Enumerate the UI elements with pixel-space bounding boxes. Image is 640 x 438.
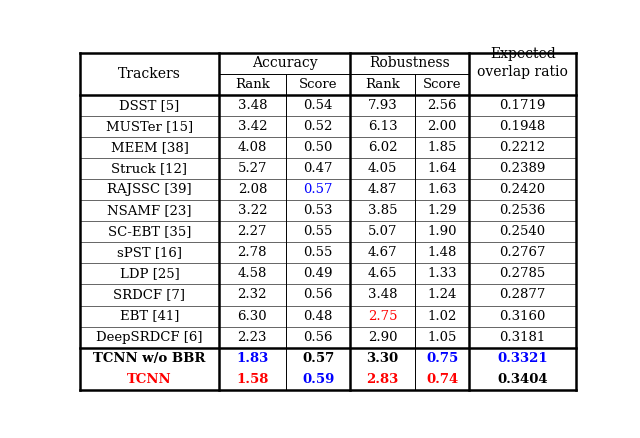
Text: 6.30: 6.30 bbox=[237, 310, 267, 322]
Text: Score: Score bbox=[299, 78, 337, 91]
Text: 3.30: 3.30 bbox=[367, 352, 399, 365]
Text: 2.00: 2.00 bbox=[428, 120, 457, 133]
Text: 0.2212: 0.2212 bbox=[500, 141, 546, 154]
Text: sPST [16]: sPST [16] bbox=[117, 246, 182, 259]
Text: 0.56: 0.56 bbox=[303, 331, 333, 344]
Text: EBT [41]: EBT [41] bbox=[120, 310, 179, 322]
Text: 2.90: 2.90 bbox=[368, 331, 397, 344]
Text: 1.33: 1.33 bbox=[428, 267, 457, 280]
Text: 1.29: 1.29 bbox=[428, 204, 457, 217]
Text: 2.08: 2.08 bbox=[237, 183, 267, 196]
Text: 1.05: 1.05 bbox=[428, 331, 457, 344]
Text: 2.27: 2.27 bbox=[237, 225, 267, 238]
Text: 1.85: 1.85 bbox=[428, 141, 457, 154]
Text: TCNN w/o BBR: TCNN w/o BBR bbox=[93, 352, 205, 365]
Text: 0.55: 0.55 bbox=[303, 246, 333, 259]
Text: NSAMF [23]: NSAMF [23] bbox=[107, 204, 192, 217]
Text: Rank: Rank bbox=[235, 78, 270, 91]
Text: Robustness: Robustness bbox=[369, 56, 450, 70]
Text: 0.1719: 0.1719 bbox=[499, 99, 546, 112]
Text: Expected
overlap ratio: Expected overlap ratio bbox=[477, 47, 568, 79]
Text: 3.42: 3.42 bbox=[237, 120, 267, 133]
Text: 0.48: 0.48 bbox=[303, 310, 333, 322]
Text: 0.74: 0.74 bbox=[426, 373, 458, 386]
Text: 0.3321: 0.3321 bbox=[497, 352, 548, 365]
Text: 0.50: 0.50 bbox=[303, 141, 333, 154]
Text: 1.58: 1.58 bbox=[236, 373, 269, 386]
Text: 5.07: 5.07 bbox=[368, 225, 397, 238]
Text: 2.78: 2.78 bbox=[237, 246, 267, 259]
Text: 0.3181: 0.3181 bbox=[500, 331, 546, 344]
Text: 2.32: 2.32 bbox=[237, 289, 267, 301]
Text: 0.75: 0.75 bbox=[426, 352, 458, 365]
Text: 0.53: 0.53 bbox=[303, 204, 333, 217]
Text: 4.05: 4.05 bbox=[368, 162, 397, 175]
Text: 3.48: 3.48 bbox=[237, 99, 267, 112]
Text: 6.13: 6.13 bbox=[368, 120, 397, 133]
Text: Score: Score bbox=[423, 78, 461, 91]
Text: TCNN: TCNN bbox=[127, 373, 172, 386]
Text: Trackers: Trackers bbox=[118, 67, 181, 81]
Text: 6.02: 6.02 bbox=[368, 141, 397, 154]
Text: 5.27: 5.27 bbox=[237, 162, 267, 175]
Text: 4.65: 4.65 bbox=[368, 267, 397, 280]
Text: 0.57: 0.57 bbox=[302, 352, 334, 365]
Text: SRDCF [7]: SRDCF [7] bbox=[113, 289, 186, 301]
Text: 0.2389: 0.2389 bbox=[499, 162, 546, 175]
Text: 3.48: 3.48 bbox=[368, 289, 397, 301]
Text: 3.85: 3.85 bbox=[368, 204, 397, 217]
Text: 0.49: 0.49 bbox=[303, 267, 333, 280]
Text: 0.57: 0.57 bbox=[303, 183, 333, 196]
Text: 4.58: 4.58 bbox=[237, 267, 267, 280]
Text: Accuracy: Accuracy bbox=[252, 56, 317, 70]
Text: 0.2540: 0.2540 bbox=[500, 225, 546, 238]
Text: 0.56: 0.56 bbox=[303, 289, 333, 301]
Text: 1.90: 1.90 bbox=[428, 225, 457, 238]
Text: 2.23: 2.23 bbox=[237, 331, 267, 344]
Text: 0.52: 0.52 bbox=[303, 120, 333, 133]
Text: 0.2877: 0.2877 bbox=[499, 289, 546, 301]
Text: 1.02: 1.02 bbox=[428, 310, 457, 322]
Text: RAJSSC [39]: RAJSSC [39] bbox=[107, 183, 192, 196]
Text: 1.48: 1.48 bbox=[428, 246, 457, 259]
Text: 1.24: 1.24 bbox=[428, 289, 457, 301]
Text: 2.56: 2.56 bbox=[428, 99, 457, 112]
Text: 2.75: 2.75 bbox=[368, 310, 397, 322]
Text: MUSTer [15]: MUSTer [15] bbox=[106, 120, 193, 133]
Text: 7.93: 7.93 bbox=[368, 99, 397, 112]
Text: 3.22: 3.22 bbox=[237, 204, 267, 217]
Text: 4.08: 4.08 bbox=[237, 141, 267, 154]
Text: 2.83: 2.83 bbox=[367, 373, 399, 386]
Text: 1.83: 1.83 bbox=[236, 352, 269, 365]
Text: 0.2420: 0.2420 bbox=[500, 183, 546, 196]
Text: 0.2536: 0.2536 bbox=[499, 204, 546, 217]
Text: 0.47: 0.47 bbox=[303, 162, 333, 175]
Text: 0.3160: 0.3160 bbox=[499, 310, 546, 322]
Text: 0.54: 0.54 bbox=[303, 99, 333, 112]
Text: 0.2785: 0.2785 bbox=[500, 267, 546, 280]
Text: Struck [12]: Struck [12] bbox=[111, 162, 188, 175]
Text: 0.1948: 0.1948 bbox=[500, 120, 546, 133]
Text: 4.67: 4.67 bbox=[368, 246, 397, 259]
Text: Rank: Rank bbox=[365, 78, 400, 91]
Text: SC-EBT [35]: SC-EBT [35] bbox=[108, 225, 191, 238]
Text: MEEM [38]: MEEM [38] bbox=[111, 141, 188, 154]
Text: 0.2767: 0.2767 bbox=[499, 246, 546, 259]
Text: 0.59: 0.59 bbox=[302, 373, 334, 386]
Text: DSST [5]: DSST [5] bbox=[119, 99, 180, 112]
Text: DeepSRDCF [6]: DeepSRDCF [6] bbox=[96, 331, 203, 344]
Text: LDP [25]: LDP [25] bbox=[120, 267, 179, 280]
Text: 1.64: 1.64 bbox=[428, 162, 457, 175]
Text: 0.55: 0.55 bbox=[303, 225, 333, 238]
Text: 1.63: 1.63 bbox=[428, 183, 457, 196]
Text: 4.87: 4.87 bbox=[368, 183, 397, 196]
Text: 0.3404: 0.3404 bbox=[497, 373, 548, 386]
